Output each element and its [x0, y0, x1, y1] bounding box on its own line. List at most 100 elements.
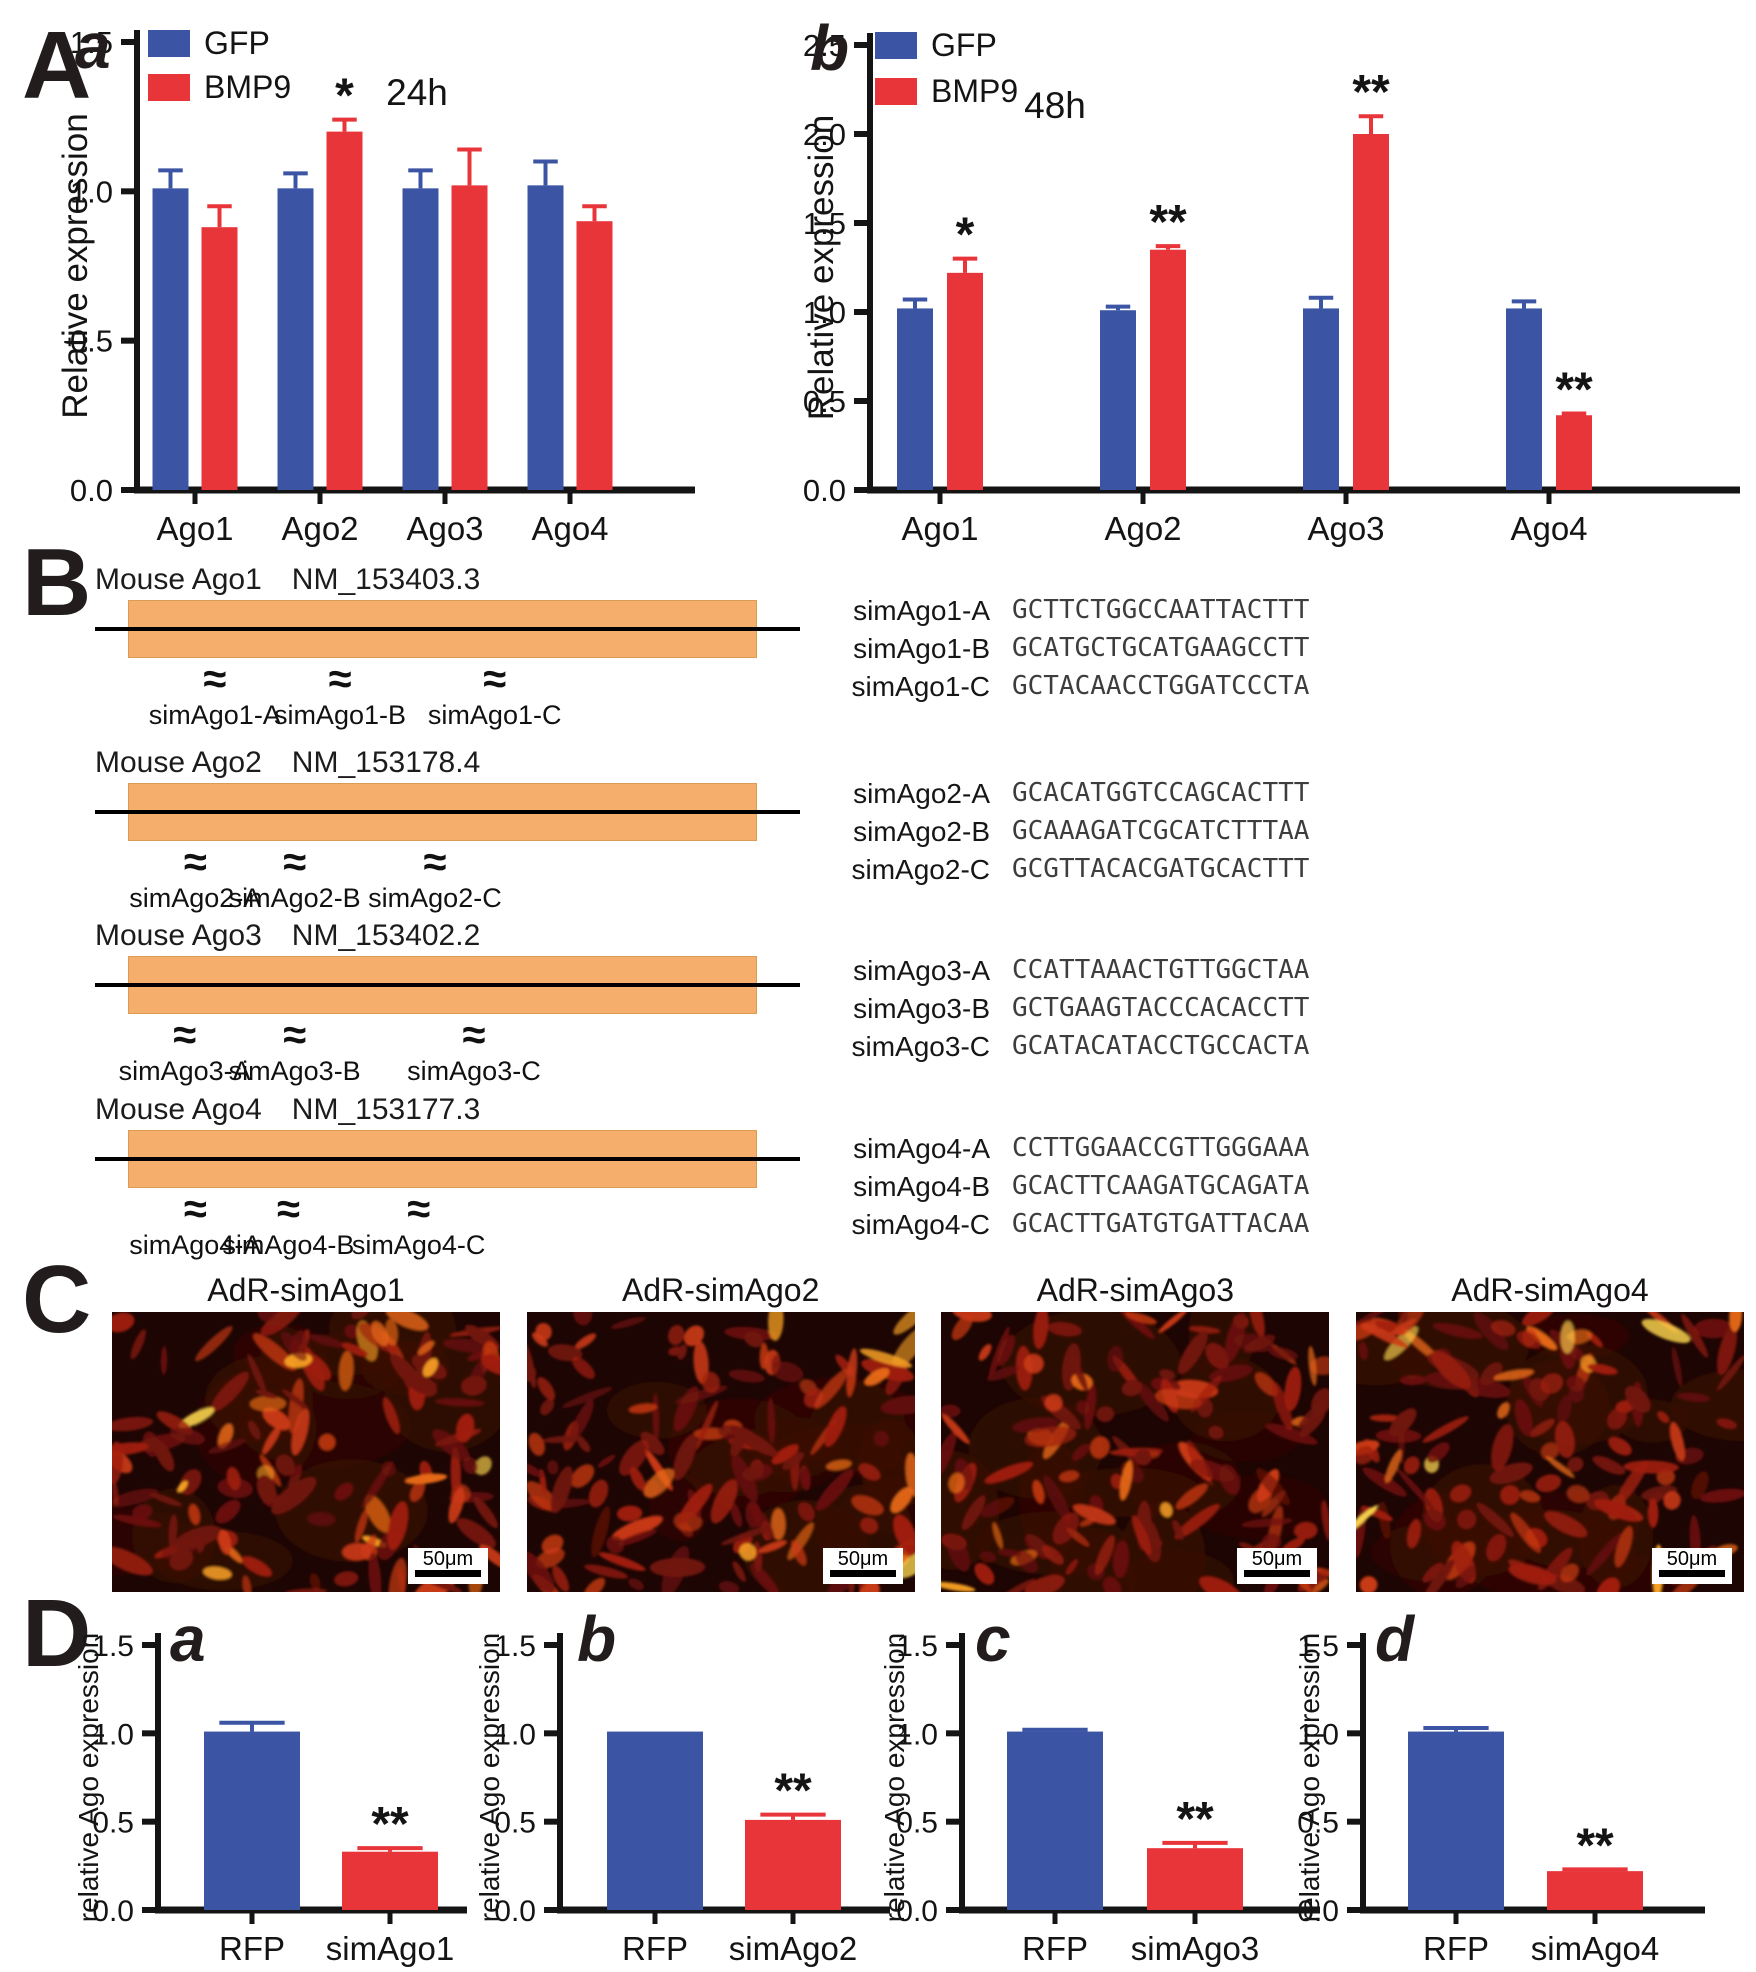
y-tick-label: 1.5: [92, 1630, 134, 1663]
panel-sub-label-b: b: [810, 12, 850, 84]
y-tick-label: 1.5: [1297, 1630, 1339, 1663]
y-tick-label: 1.5: [494, 1630, 536, 1663]
micrograph-title-2: AdR-simAgo2: [621, 1272, 820, 1308]
y-tick-label: 0.5: [92, 1807, 134, 1840]
sirna-site-mark: ≈: [173, 1011, 197, 1058]
chart-D_b: b 0.0 0.5 1.0 1.5 relative Ago expression RFP s…: [437, 1595, 902, 1972]
y-tick-label: 0.5: [494, 1807, 536, 1840]
bar-GFP-Ago1: [897, 308, 933, 490]
bar-BMP9-Ago3: [451, 185, 488, 491]
sequence-text: GCTACAACCTGGATCCCTA: [1012, 671, 1310, 701]
gene-name: Mouse Ago2: [95, 746, 262, 779]
micrograph-image-3: 50μm: [941, 1312, 1330, 1592]
category-label-Ago2: Ago2: [281, 510, 358, 547]
panel-sub-label-b: b: [577, 1603, 617, 1675]
gene-accession: NM_153178.4: [291, 746, 481, 779]
sequence-text: GCGTTACACGATGCACTTT: [1012, 854, 1310, 884]
sequence-name: simAgo2-A: [853, 778, 990, 809]
scale-bar: 50μm: [1237, 1548, 1318, 1584]
bar-BMP9-Ago1: [947, 272, 983, 490]
bar-RFP: [1007, 1731, 1103, 1910]
gene-name: Mouse Ago4: [95, 1093, 262, 1126]
y-axis-title: relative Ago expression: [879, 1633, 910, 1923]
legend-swatch-BMP9: [148, 74, 190, 101]
bar-simAgo4: [1547, 1871, 1643, 1910]
sequence-text: GCACTTGATGTGATTACAA: [1012, 1209, 1310, 1239]
sirna-site-label: simAgo1-B: [273, 700, 406, 730]
bar-simAgo3: [1147, 1848, 1243, 1910]
sirna-site-label: simAgo4-B: [222, 1230, 355, 1260]
scale-bar-label: 50μm: [837, 1548, 887, 1570]
bar-simAgo2: [745, 1819, 841, 1910]
bar-BMP9-Ago1: [201, 227, 238, 490]
chart-svg-A_b: 0.0 0.5 1.0 1.5 2.0 2.5 Relative expression 48h…: [802, 27, 1740, 547]
scale-bar: 50μm: [408, 1548, 488, 1584]
category-label-Ago1: Ago1: [901, 510, 978, 547]
y-tick-label: 0.0: [92, 1895, 134, 1928]
y-tick-label: 1.5: [803, 206, 846, 241]
sequence-text: GCAAAGATCGCATCTTTAA: [1012, 816, 1310, 846]
scale-bar-label: 50μm: [423, 1548, 473, 1570]
sequence-name: simAgo1-C: [851, 671, 990, 702]
sirna-site-mark: ≈: [203, 655, 227, 702]
scale-bar-line: [829, 1570, 896, 1577]
sirna-site-mark: ≈: [183, 1185, 207, 1232]
significance-marker: **: [774, 1765, 812, 1818]
category-label-simAgo3: simAgo3: [1131, 1930, 1259, 1967]
sirna-site-label: simAgo2-A: [129, 883, 262, 913]
sirna-site-mark: ≈: [462, 1011, 486, 1058]
micrograph-row: AdR-simAgo1 50μm AdR-simAgo2 50μm AdR-simAgo…: [112, 1272, 1744, 1592]
chart-svg-A_a: 0.0 0.5 1.0 1.5 Relative expression 24h GFP BMP…: [56, 25, 695, 547]
y-tick-label: 1.0: [70, 174, 113, 209]
fluorescent-cells: [112, 1312, 500, 1592]
panel-sub-label-a: a: [170, 1603, 206, 1675]
category-label-Ago4: Ago4: [1510, 510, 1587, 547]
bar-RFP: [1408, 1731, 1504, 1910]
legend-swatch-GFP: [148, 30, 190, 57]
y-tick-label: 0.5: [70, 324, 113, 359]
micrograph-image-2: 50μm: [526, 1312, 915, 1592]
category-label-Ago3: Ago3: [406, 510, 483, 547]
legend-swatch-BMP9: [875, 78, 917, 105]
y-tick-label: 2.0: [803, 117, 846, 152]
sequence-text: GCACATGGTCCAGCACTTT: [1012, 778, 1310, 808]
legend-label-GFP: GFP: [204, 25, 270, 61]
category-label-simAgo1: simAgo1: [326, 1930, 454, 1967]
y-tick-label: 0.5: [803, 384, 846, 419]
panel-label-B: B: [22, 529, 91, 636]
panel-sub-label-c: c: [975, 1603, 1011, 1675]
significance-marker: *: [335, 70, 354, 123]
sequence-text: GCATACATACCTGCCACTA: [1012, 1031, 1310, 1061]
gene-accession: NM_153177.3: [291, 1093, 481, 1126]
sequence-text: GCACTTCAAGATGCAGATA: [1012, 1171, 1310, 1201]
sequence-name: simAgo2-C: [851, 854, 990, 885]
y-tick-label: 2.5: [803, 28, 846, 63]
y-tick-label: 0.5: [1297, 1807, 1339, 1840]
micrograph-image-4: 50μm: [1355, 1312, 1744, 1592]
micrograph-panel-3: AdR-simAgo3 50μm: [941, 1272, 1330, 1592]
sirna-site-label: simAgo2-C: [368, 883, 502, 913]
sequence-name: simAgo1-B: [853, 633, 990, 664]
scale-bar-label: 50μm: [1667, 1548, 1717, 1570]
y-tick-label: 1.0: [92, 1718, 134, 1751]
gene-title-2: Mouse Ago2 NM_153178.4: [95, 746, 480, 780]
category-label-RFP: RFP: [1022, 1930, 1088, 1967]
significance-marker: **: [1176, 1793, 1214, 1846]
chart-A_b: b 0.0 0.5 1.0 1.5 2.0 2.5 Relative expression 48…: [755, 0, 1755, 560]
chart-D_c: c 0.0 0.5 1.0 1.5 relative Ago expression RFP s…: [860, 1595, 1325, 1972]
micrograph-title-1: AdR-simAgo1: [207, 1272, 405, 1308]
gene-name: Mouse Ago3: [95, 919, 262, 952]
sirna-site-mark: ≈: [283, 838, 307, 885]
y-axis-title: relative Ago expression: [1294, 1633, 1325, 1923]
y-axis-title: Relative expression: [56, 113, 95, 418]
category-label-Ago3: Ago3: [1307, 510, 1384, 547]
significance-marker: **: [1149, 196, 1187, 249]
scale-bar-line: [1658, 1570, 1725, 1577]
sirna-site-label: simAgo4-C: [351, 1230, 486, 1260]
sirna-site-mark: ≈: [483, 655, 507, 702]
bar-BMP9-Ago4: [1556, 415, 1592, 490]
sirna-site-mark: ≈: [283, 1011, 307, 1058]
